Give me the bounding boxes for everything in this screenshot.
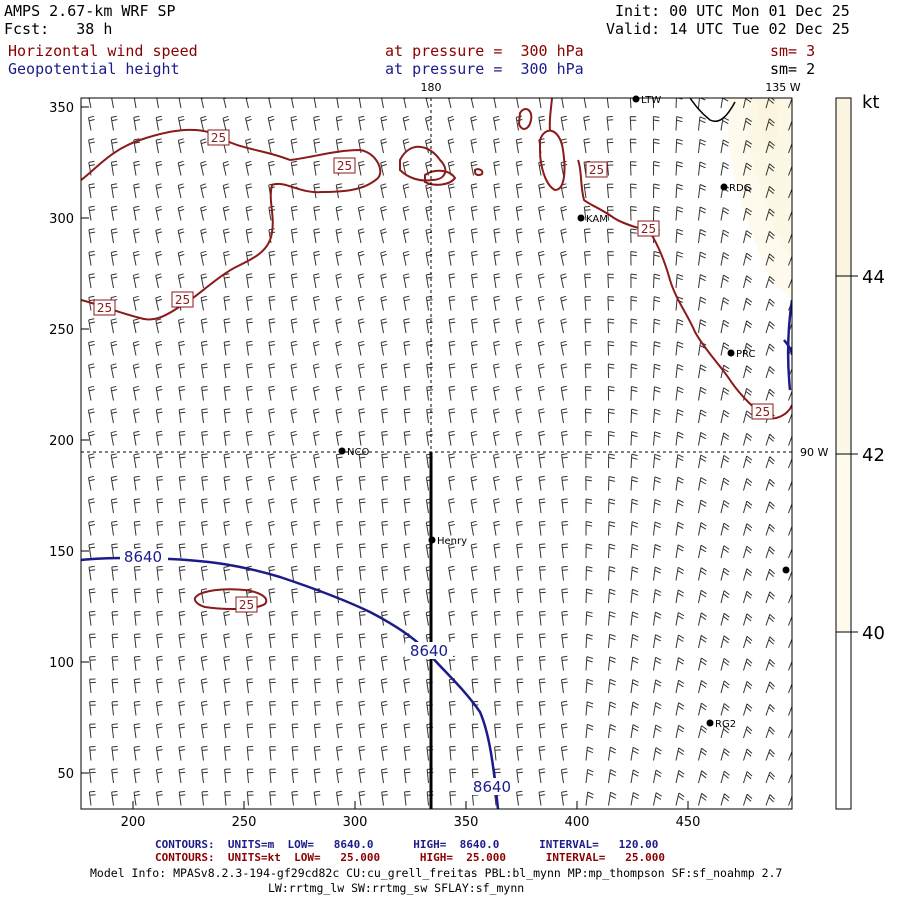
x-tick-label: 250 <box>232 815 257 830</box>
valid-time: Valid: 14 UTC Tue 02 Dec 25 <box>606 20 850 38</box>
colorbar-label: 42 <box>862 445 885 466</box>
wind-contour-label: 25 <box>337 159 352 173</box>
x-tick-label: 350 <box>454 815 479 830</box>
x-tick-label: 200 <box>121 815 146 830</box>
height-contour-label: 8640 <box>124 548 162 566</box>
colorbar-bin <box>836 276 851 454</box>
height-contour-label: 8640 <box>410 642 448 660</box>
colorbar-label: 44 <box>862 267 885 288</box>
colorbar-label: 40 <box>862 623 885 644</box>
station-label: PRC <box>736 349 755 360</box>
colorbar-unit: kt <box>862 92 879 113</box>
wind-barb-field <box>87 98 792 806</box>
y-tick-label: 300 <box>49 212 74 227</box>
wind-speed-shading <box>728 98 792 300</box>
colorbar-bin <box>836 632 851 809</box>
wind-contour-label: 25 <box>755 405 770 419</box>
y-tick-label: 350 <box>49 101 74 116</box>
colorbar-bin <box>836 454 851 632</box>
y-tick-label: 200 <box>49 434 74 449</box>
contour-info-height: CONTOURS: UNITS=m LOW= 8640.0 HIGH= 8640… <box>155 838 659 851</box>
wind-contour-label: 25 <box>589 163 604 177</box>
wind-contour-labels: 25 25 25 25 25 25 25 25 <box>93 129 774 613</box>
y-tick-label: 250 <box>49 323 74 338</box>
pressure-label-wind: at pressure = 300 hPa <box>385 42 584 60</box>
colorbar: kt 44 42 40 <box>835 92 885 810</box>
height-contour-labels: 8640 8640 8640 <box>120 548 516 796</box>
station-label: KAM <box>586 214 608 225</box>
wind-contour-label: 25 <box>97 301 112 315</box>
model-info-2: LW:rrtmg_lw SW:rrtmg_sw SFLAY:sf_mynn <box>268 881 525 895</box>
model-info: Model Info: MPASv8.2.3-194-gf29cd82c CU:… <box>90 866 783 880</box>
wind-contour-label: 25 <box>641 222 656 236</box>
station-marker <box>428 536 436 544</box>
station-label: Henry <box>437 536 467 547</box>
y-tick-labels: 350 300 250 200 150 100 50 <box>49 101 74 782</box>
model-title: AMPS 2.67-km WRF SP <box>4 2 176 20</box>
y-tick-label: 50 <box>57 767 74 782</box>
smoothing-wind: sm= 3 <box>770 42 816 60</box>
station-marker <box>706 719 714 727</box>
coastline <box>689 98 736 122</box>
station-label: LTW <box>641 95 661 106</box>
forecast-hour: Fcst: 38 h <box>4 20 113 38</box>
station-marker <box>720 183 728 191</box>
station-markers: LTW RDG KAM PRC NCO Henry RG2 <box>338 95 790 730</box>
y-tick-label: 100 <box>49 656 74 671</box>
geopotential-contours <box>81 299 792 809</box>
contour-info-wind: CONTOURS: UNITS=kt LOW= 25.000 HIGH= 25.… <box>155 851 665 864</box>
field-label-wind: Horizontal wind speed <box>8 42 198 60</box>
x-tick-label: 400 <box>565 815 590 830</box>
field-label-height: Geopotential height <box>8 60 180 78</box>
station-label: RDG <box>729 183 751 194</box>
lon-label-180: 180 <box>421 81 442 94</box>
lon-label-135w: 135 W <box>765 81 800 94</box>
x-tick-label: 450 <box>676 815 701 830</box>
wind-contour-label: 25 <box>175 293 190 307</box>
y-tick-label: 150 <box>49 545 74 560</box>
height-contour-label: 8640 <box>473 778 511 796</box>
init-time: Init: 00 UTC Mon 01 Dec 25 <box>615 2 850 20</box>
station-marker <box>577 214 585 222</box>
smoothing-height: sm= 2 <box>770 60 816 78</box>
x-tick-label: 300 <box>343 815 368 830</box>
wind-barbs <box>87 98 792 806</box>
plot-frame <box>80 97 793 810</box>
wind-contour-label: 25 <box>211 131 226 145</box>
lon-label-90w: 90 W <box>800 446 828 459</box>
wind-speed-contours <box>81 98 792 610</box>
station-marker <box>782 566 790 574</box>
station-label: RG2 <box>715 719 736 730</box>
station-marker <box>632 95 640 103</box>
wind-contour-label: 25 <box>239 598 254 612</box>
station-marker <box>338 447 346 455</box>
station-label: NCO <box>347 447 369 458</box>
axis-ticks <box>81 106 689 809</box>
x-tick-labels: 200 250 300 350 400 450 <box>121 815 701 830</box>
colorbar-bin <box>836 98 851 276</box>
pressure-label-height: at pressure = 300 hPa <box>385 60 584 78</box>
station-marker <box>727 349 735 357</box>
